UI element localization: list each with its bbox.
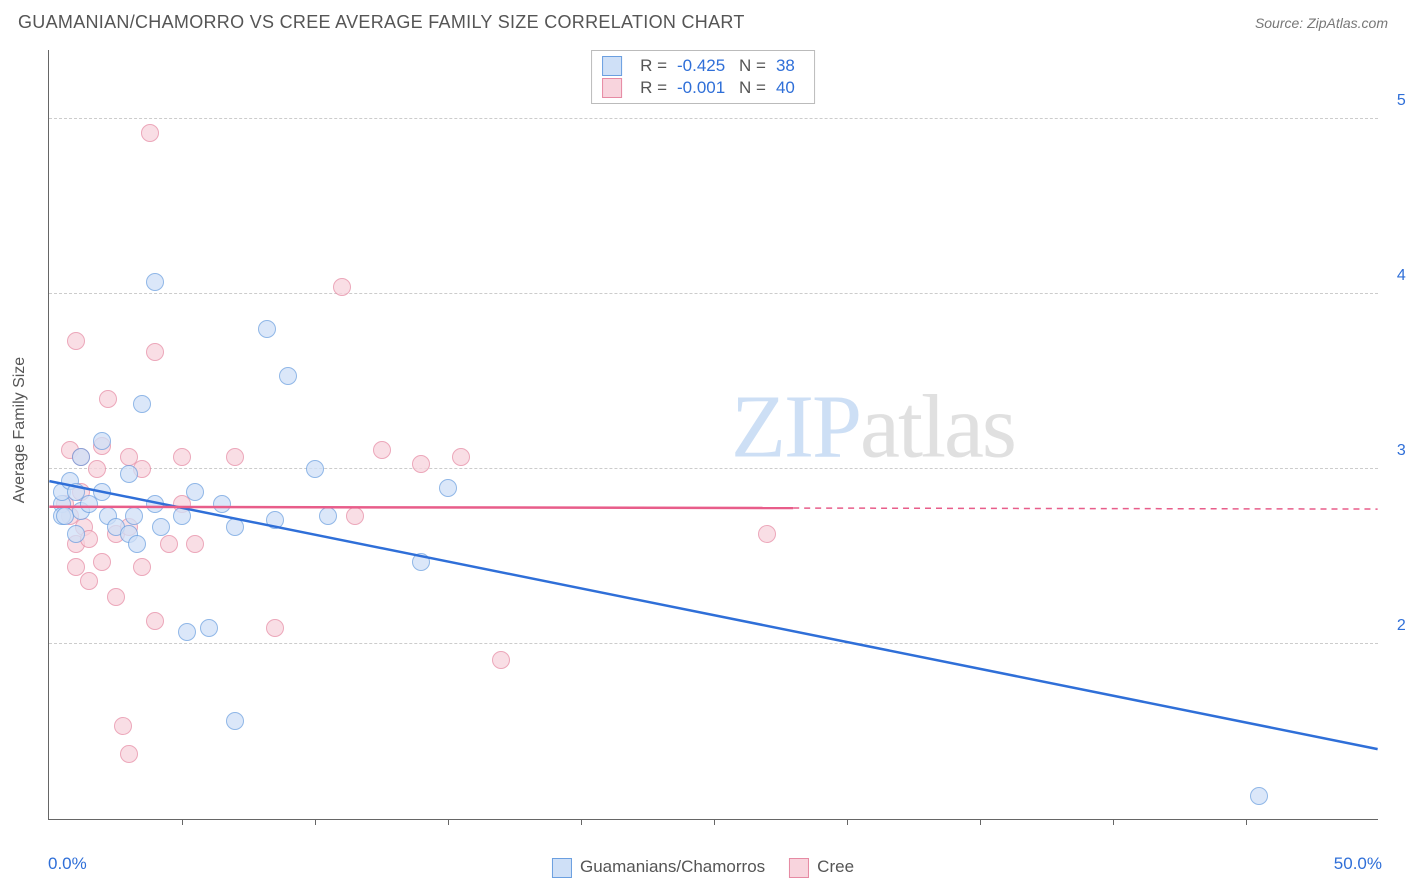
legend-label: Cree: [817, 857, 854, 876]
scatter-point: [93, 483, 111, 501]
x-tick: [847, 819, 848, 825]
scatter-point: [107, 588, 125, 606]
scatter-point: [758, 525, 776, 543]
scatter-point: [226, 448, 244, 466]
gridline: [49, 643, 1378, 644]
scatter-point: [120, 465, 138, 483]
stat-r-label: R =: [640, 78, 667, 98]
legend-item: Cree: [789, 857, 854, 878]
legend-item: Guamanians/Chamorros: [552, 857, 765, 878]
stat-r-value: -0.425: [677, 56, 729, 76]
scatter-point: [452, 448, 470, 466]
scatter-point: [120, 745, 138, 763]
x-tick: [1113, 819, 1114, 825]
scatter-point: [88, 460, 106, 478]
stats-row: R = -0.001 N = 40: [602, 77, 804, 99]
bottom-legend: Guamanians/Chamorros Cree: [552, 857, 854, 878]
scatter-point: [412, 553, 430, 571]
gridline: [49, 118, 1378, 119]
scatter-point: [213, 495, 231, 513]
y-tick-label: 2.75: [1384, 617, 1406, 635]
stat-n-label: N =: [739, 56, 766, 76]
scatter-point: [173, 507, 191, 525]
y-axis-label: Average Family Size: [11, 357, 29, 503]
watermark: ZIPatlas: [731, 375, 1015, 478]
scatter-point: [346, 507, 364, 525]
legend-swatch: [552, 858, 572, 878]
stat-n-value: 40: [776, 78, 804, 98]
scatter-point: [373, 441, 391, 459]
scatter-point: [333, 278, 351, 296]
legend-swatch: [602, 78, 622, 98]
scatter-point: [160, 535, 178, 553]
scatter-point: [412, 455, 430, 473]
scatter-point: [152, 518, 170, 536]
scatter-point: [178, 623, 196, 641]
plot-area: ZIPatlas 2.753.504.255.00: [48, 50, 1378, 820]
scatter-point: [93, 432, 111, 450]
x-tick: [714, 819, 715, 825]
legend-label: Guamanians/Chamorros: [580, 857, 765, 876]
x-min-label: 0.0%: [48, 854, 87, 874]
scatter-point: [200, 619, 218, 637]
stat-n-value: 38: [776, 56, 804, 76]
scatter-point: [146, 273, 164, 291]
x-max-label: 50.0%: [1334, 854, 1382, 874]
scatter-point: [492, 651, 510, 669]
stat-r-value: -0.001: [677, 78, 729, 98]
trend-lines: [49, 50, 1378, 819]
scatter-point: [266, 619, 284, 637]
scatter-point: [67, 525, 85, 543]
x-tick: [980, 819, 981, 825]
scatter-point: [114, 717, 132, 735]
scatter-point: [93, 553, 111, 571]
stats-legend: R = -0.425 N = 38 R = -0.001 N = 40: [591, 50, 815, 104]
scatter-point: [146, 495, 164, 513]
stats-row: R = -0.425 N = 38: [602, 55, 804, 77]
legend-swatch: [789, 858, 809, 878]
scatter-point: [128, 535, 146, 553]
chart-title: GUAMANIAN/CHAMORRO VS CREE AVERAGE FAMIL…: [18, 12, 745, 33]
scatter-point: [146, 612, 164, 630]
y-tick-label: 4.25: [1384, 267, 1406, 285]
scatter-point: [258, 320, 276, 338]
legend-swatch: [602, 56, 622, 76]
stat-n-label: N =: [739, 78, 766, 98]
gridline: [49, 468, 1378, 469]
scatter-point: [80, 572, 98, 590]
y-tick-label: 5.00: [1384, 92, 1406, 110]
scatter-point: [1250, 787, 1268, 805]
scatter-point: [125, 507, 143, 525]
scatter-point: [279, 367, 297, 385]
x-tick: [315, 819, 316, 825]
source-label: Source: ZipAtlas.com: [1255, 15, 1388, 31]
scatter-point: [186, 535, 204, 553]
scatter-point: [173, 448, 191, 466]
scatter-point: [133, 558, 151, 576]
x-tick: [182, 819, 183, 825]
gridline: [49, 293, 1378, 294]
scatter-point: [133, 395, 151, 413]
x-tick: [581, 819, 582, 825]
y-tick-label: 3.50: [1384, 442, 1406, 460]
scatter-point: [439, 479, 457, 497]
scatter-point: [146, 343, 164, 361]
scatter-point: [67, 332, 85, 350]
stat-r-label: R =: [640, 56, 667, 76]
scatter-point: [141, 124, 159, 142]
scatter-point: [186, 483, 204, 501]
scatter-point: [72, 448, 90, 466]
scatter-point: [266, 511, 284, 529]
scatter-point: [306, 460, 324, 478]
scatter-point: [99, 390, 117, 408]
scatter-point: [226, 712, 244, 730]
scatter-point: [226, 518, 244, 536]
x-tick: [448, 819, 449, 825]
scatter-point: [319, 507, 337, 525]
x-tick: [1246, 819, 1247, 825]
